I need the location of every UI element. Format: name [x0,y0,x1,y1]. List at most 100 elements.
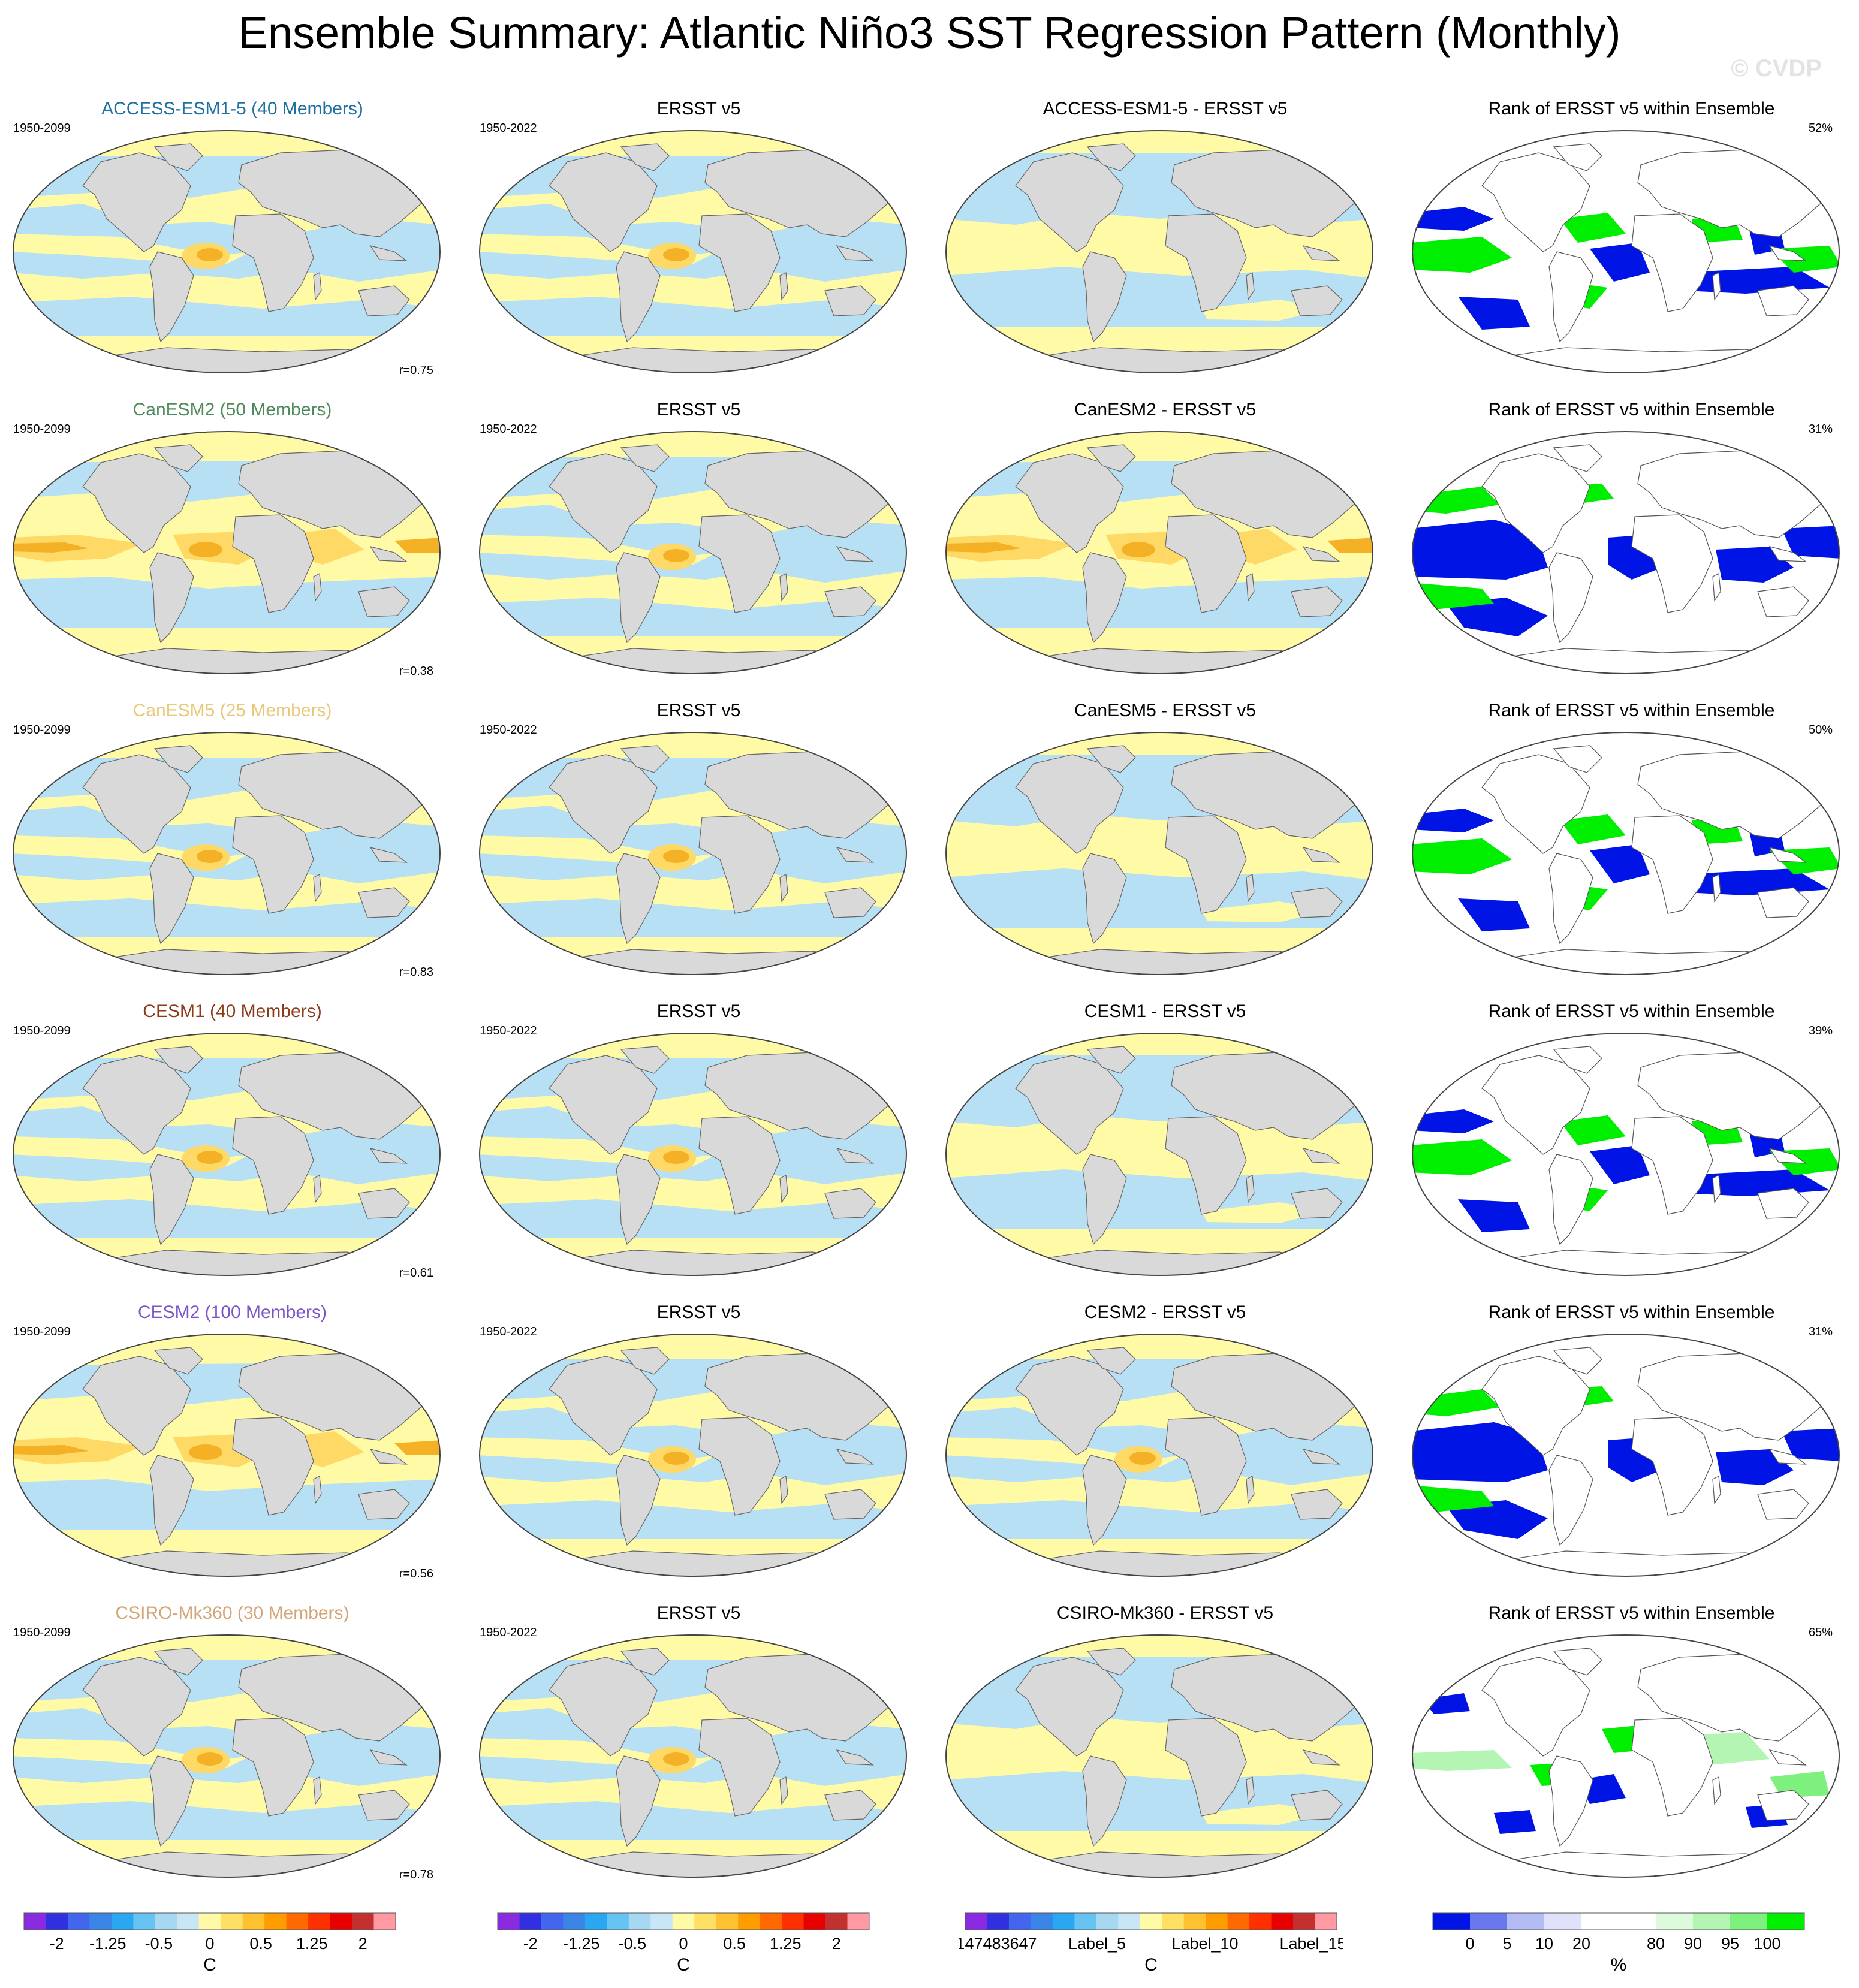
colorbar-tick-label: Label_15 [1279,1935,1343,1953]
diff-panel-title: CESM1 - ERSST v5 [1084,1001,1246,1021]
colorbar-ersst-unit: C [677,1955,690,1975]
diff-panel-title: ACCESS-ESM1-5 - ERSST v5 [1043,99,1288,119]
colorbar-swatch [1433,1913,1471,1930]
panel-rank-row-5: Rank of ERSST v5 within Ensemble 31% [1399,1302,1859,1602]
pattern-correlation: r=0.56 [399,1567,433,1580]
colorbar-tick-label: Label_5 [1068,1935,1126,1953]
panel-model-row-5: CESM2 (100 Members) 1950-2099 r=0.56 [0,1302,465,1602]
colorbar-swatch [1581,1913,1619,1930]
colorbar-swatch [965,1913,987,1930]
diff-panel-title: CSIRO-Mk360 - ERSST v5 [1056,1603,1274,1623]
colorbar-swatch [1227,1913,1250,1930]
rank-panel-title: Rank of ERSST v5 within Ensemble [1488,1603,1775,1623]
diff-panel-title: CanESM5 - ERSST v5 [1074,701,1256,720]
colorbar-diff-graphic: -2147483647 Label_5 Label_10 Label_15 [959,1912,1343,1953]
colorbar-swatch [519,1913,542,1930]
panel-rank-row-4: Rank of ERSST v5 within Ensemble 39% [1399,1001,1859,1301]
ersst-panel-title: ERSST v5 [656,99,741,119]
period-label: 1950-2022 [480,1626,537,1639]
panel-model-row-6: CSIRO-Mk360 (30 Members) 1950-2099 r=0.78 [0,1603,465,1903]
panel-diff-row-4: CESM1 - ERSST v5 [933,1001,1397,1301]
panel-rank-row-2: Rank of ERSST v5 within Ensemble 31% [1399,400,1859,699]
colorbar-tick-label: 0.5 [249,1935,272,1953]
rank-map [1412,732,1840,975]
colorbar-model-unit: C [203,1955,216,1975]
model-panel-title: CSIRO-Mk360 (30 Members) [115,1603,349,1623]
colorbar-ersst: -2 -1.25 -0.5 0 0.5 1.25 2 C [492,1912,875,1978]
colorbar-rank: 0 5 10 20 80 90 95 100 % [1427,1912,1810,1978]
rank-panel-title: Rank of ERSST v5 within Ensemble [1488,1001,1775,1021]
colorbar-tick-label: 0.5 [723,1935,746,1953]
colorbar-tick-label: -2 [523,1935,538,1953]
colorbar-swatch [264,1913,287,1930]
panel-model-row-4: CESM1 (40 Members) 1950-2099 r=0.61 [0,1001,465,1301]
colorbar-tick-label: 100 [1753,1935,1780,1953]
rank-percentage: 39% [1808,1024,1833,1037]
colorbar-swatch [1271,1913,1294,1930]
colorbar-model-graphic: -2 -1.25 -0.5 0 0.5 1.25 2 [23,1912,396,1953]
ersst-map [479,1033,907,1276]
model-map [13,431,441,674]
colorbar-rank-graphic: 0 5 10 20 80 90 95 100 [1432,1912,1805,1953]
colorbar-swatch [760,1913,782,1930]
rank-panel-title: Rank of ERSST v5 within Ensemble [1488,701,1775,720]
panel-rank-row-1: Rank of ERSST v5 within Ensemble 52% [1399,99,1859,399]
ersst-panel-title: ERSST v5 [656,1001,741,1021]
colorbar-tick-label: 5 [1502,1935,1511,1953]
colorbar-swatch [607,1913,629,1930]
colorbar-swatch [1315,1913,1337,1930]
colorbar-swatch [584,1913,607,1930]
rank-map [1412,1033,1840,1276]
watermark: © CVDP [1731,55,1822,82]
rank-map [1412,1634,1840,1878]
colorbar-swatch [1507,1913,1545,1930]
diff-panel-title: CESM2 - ERSST v5 [1084,1302,1246,1322]
colorbar-tick-label: 0 [1465,1935,1474,1953]
panel-diff-row-1: ACCESS-ESM1-5 - ERSST v5 [933,99,1397,399]
colorbar-swatch [1008,1913,1031,1930]
colorbar-swatch [847,1913,870,1930]
colorbar-swatch [221,1913,243,1930]
period-label: 1950-2099 [13,723,71,737]
panel-model-row-3: CanESM5 (25 Members) 1950-2099 r=0.83 [0,701,465,1000]
panel-rank-row-3: Rank of ERSST v5 within Ensemble 50% [1399,701,1859,1000]
ersst-panel-title: ERSST v5 [656,701,741,720]
rank-percentage: 65% [1808,1626,1833,1639]
period-label: 1950-2022 [480,423,537,436]
colorbar-swatch [1096,1913,1119,1930]
panel-ersst-row-5: ERSST v5 1950-2022 [466,1302,931,1602]
colorbar-swatch [1693,1913,1731,1930]
period-label: 1950-2022 [480,1024,537,1037]
panel-diff-row-5: CESM2 - ERSST v5 [933,1302,1397,1602]
model-panel-title: CESM1 (40 Members) [143,1001,322,1021]
colorbar-swatch [177,1913,200,1930]
pattern-correlation: r=0.38 [399,665,433,678]
colorbar-tick-label: 2 [832,1935,841,1953]
colorbar-swatch [672,1913,695,1930]
model-panel-title: CanESM5 (25 Members) [132,701,332,720]
pattern-correlation: r=0.61 [399,1266,433,1280]
colorbar-swatch [1470,1913,1508,1930]
colorbar-tick-label: -0.5 [145,1935,173,1953]
colorbar-swatch [716,1913,739,1930]
period-label: 1950-2022 [480,122,537,135]
colorbar-swatch [286,1913,309,1930]
colorbar-tick-label: 0 [205,1935,214,1953]
main-title: Ensemble Summary: Atlantic Niño3 SST Reg… [238,8,1621,58]
colorbar-swatch [1767,1913,1805,1930]
model-map [13,732,441,975]
model-panel-title: ACCESS-ESM1-5 (40 Members) [101,99,363,119]
model-map [13,1634,441,1878]
ersst-map [479,431,907,674]
colorbar-tick-label: Label_10 [1171,1935,1238,1953]
ersst-panel-title: ERSST v5 [656,400,741,420]
colorbar-tick-label: 20 [1572,1935,1590,1953]
colorbar-tick-label: 2 [358,1935,367,1953]
colorbar-swatch [133,1913,156,1930]
period-label: 1950-2099 [13,122,71,135]
rank-percentage: 31% [1808,1325,1833,1338]
diff-map [945,1634,1373,1878]
rank-map [1412,431,1840,674]
panel-model-row-1: ACCESS-ESM1-5 (40 Members) 1950-2099 r=0.7… [0,99,465,399]
panel-ersst-row-1: ERSST v5 1950-2022 [466,99,931,399]
